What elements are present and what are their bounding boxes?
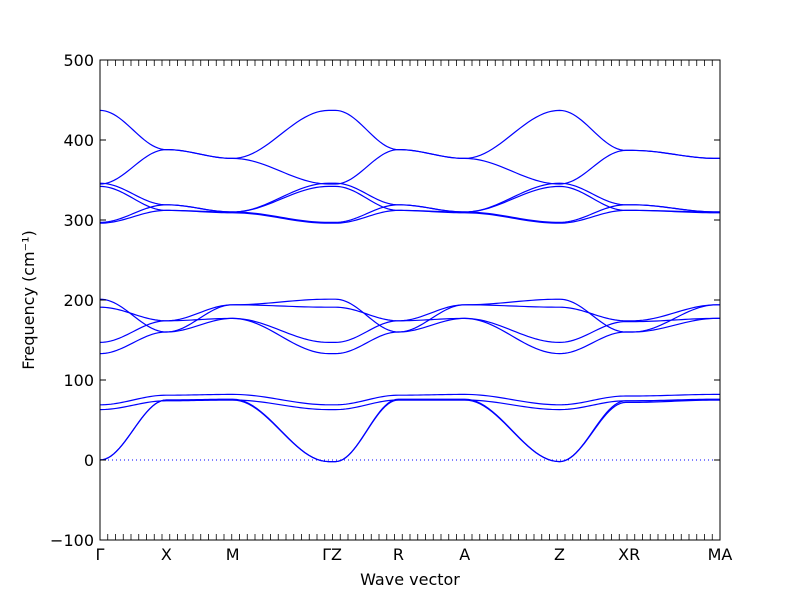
x-tick-label: A — [459, 545, 470, 564]
y-tick-label: 300 — [63, 211, 94, 230]
x-tick-label: R — [393, 545, 404, 564]
x-tick-label: MA — [708, 545, 733, 564]
x-tick-label: ΓZ — [322, 545, 342, 564]
y-tick-label: 0 — [84, 451, 94, 470]
y-tick-label: 400 — [63, 131, 94, 150]
plot-frame — [99, 59, 721, 541]
plot-area — [99, 109, 720, 463]
band-line-6 — [99, 317, 720, 344]
y-tick-label: 500 — [63, 51, 94, 70]
band-line-3 — [99, 399, 720, 411]
y-axis-label: Frequency (cm⁻¹) — [19, 230, 38, 369]
x-tick-label: Z — [554, 545, 565, 564]
x-axis: Γ X M ΓZ R A Z XR MA — [96, 60, 733, 564]
band-line-12 — [99, 182, 720, 213]
band-line-14 — [99, 109, 720, 160]
y-tick-label: 100 — [63, 371, 94, 390]
y-axis: −100 0 100 200 300 400 500 — [50, 51, 720, 550]
band-line-5 — [99, 317, 720, 355]
band-line-7 — [99, 304, 720, 322]
y-tick-label: 200 — [63, 291, 94, 310]
x-tick-label: XR — [618, 545, 640, 564]
x-axis-label: Wave vector — [360, 570, 460, 589]
x-tick-label: M — [226, 545, 240, 564]
x-tick-label: X — [161, 545, 172, 564]
band-line-8 — [99, 298, 720, 333]
x-tick-label: Γ — [96, 545, 105, 564]
y-tick-label: −100 — [50, 531, 94, 550]
band-line-4 — [99, 393, 720, 406]
